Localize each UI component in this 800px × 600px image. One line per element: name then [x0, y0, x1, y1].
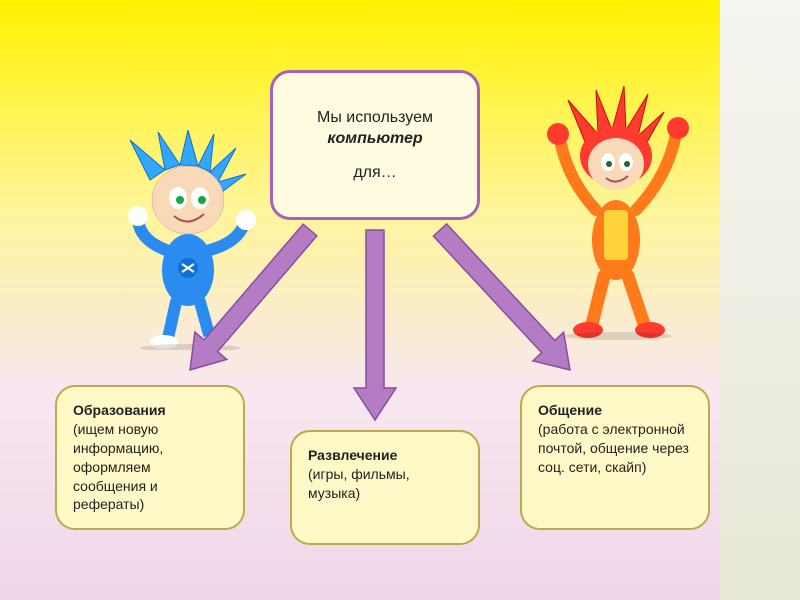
leaf-entertainment: Развлечение (игры, фильмы, музыка): [290, 430, 480, 545]
leaf-communication-title: Общение: [538, 402, 602, 418]
leaf-education: Образования (ищем новую информацию, офор…: [55, 385, 245, 530]
leaf-communication-body: (работа с электронной почтой, общение че…: [538, 421, 689, 475]
leaf-education-body2: рефераты): [73, 496, 144, 512]
center-node: Мы используем компьютер для…: [270, 70, 480, 220]
leaf-education-title: Образования: [73, 402, 166, 418]
center-line1: Мы используем: [289, 107, 461, 129]
blue-character-icon: [110, 130, 270, 350]
leaf-education-body: (ищем новую информацию, оформляем сообще…: [73, 421, 163, 494]
center-line3: для…: [289, 162, 461, 184]
center-line2: компьютер: [289, 128, 461, 150]
red-character-icon: [530, 80, 700, 340]
leaf-entertainment-title: Развлечение: [308, 447, 397, 463]
leaf-communication: Общение (работа с электронной почтой, об…: [520, 385, 710, 530]
side-strip: [720, 0, 800, 600]
leaf-entertainment-body: (игры, фильмы, музыка): [308, 466, 410, 501]
